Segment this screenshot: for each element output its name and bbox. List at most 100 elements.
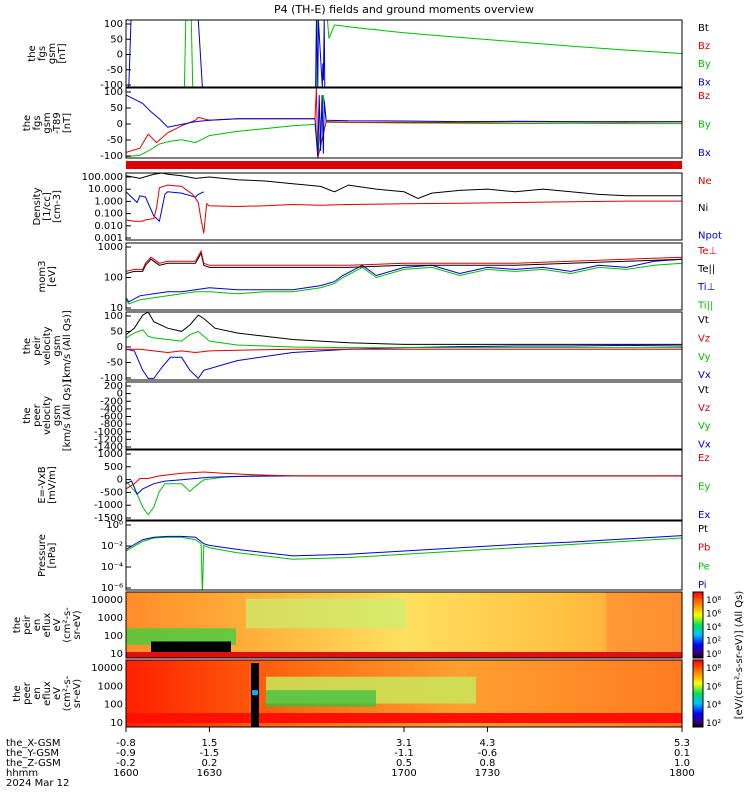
y-axis-label: gsm [52,335,63,356]
y-axis-label: Density [32,187,43,225]
y-axis-label: eflux [42,681,53,706]
tick-label: 10⁻² [101,541,123,552]
legend-npot: Npot [698,230,722,241]
tick-label: 50 [110,103,123,114]
legend-bt: Bt [698,23,709,34]
tick-label: 0 [117,389,123,400]
y-axis-label: -T89 [52,112,63,134]
panel-peer-velocity [125,381,683,450]
y-axis-label: velocity [42,326,53,365]
colorbar [692,659,704,728]
colorbar-tick: 10⁰ [706,650,721,660]
tick-label: 100 [104,631,123,642]
tick-label: 1000 [98,449,123,460]
panel-fgs-gsm [125,19,683,88]
tick-label: 50 [110,34,123,45]
tick-label: 1000 [98,242,123,253]
series-line-green [170,20,682,87]
tick-label: -50 [107,65,123,76]
tick-label: -400 [100,404,123,415]
y-axis-label: the [22,115,33,131]
legend-ne: Ne [698,176,712,187]
tick-label: 0 [117,475,123,486]
y-axis-label: [1/cc] [42,192,53,221]
series-line-green [126,536,682,590]
tick-label: -800 [100,419,123,430]
panel-peer-en-eflux [125,659,683,728]
tick-label: 0.100 [94,209,123,220]
tick-label: 1.000 [94,196,123,207]
y-axis-label: fgs [37,46,48,61]
legend-bz: Bz [698,91,710,102]
panel-frame [125,172,683,241]
series-line-blue [126,344,682,380]
legend-by: By [698,120,711,131]
colorbar [692,591,704,659]
panel-frame [125,87,683,159]
y-axis-label: eV [52,618,63,631]
quality-flag-bar [126,161,682,169]
series-line-green [126,329,682,349]
legend-ni: Ni [698,203,708,214]
tick-label: 100 [104,311,123,322]
chart-title: P4 (TH-E) fields and ground moments over… [274,3,534,16]
y-axis-label: fgs [32,115,43,130]
x-tick-label: 3.1 [396,738,412,749]
legend-pb: Pb [698,543,710,554]
legend-bz: Bz [698,41,710,52]
x-tick-label: 1600 [113,768,138,779]
panel-frame [125,591,683,659]
series-line-green [126,262,682,305]
tick-label: 200 [104,381,123,392]
tick-label: 100 [104,19,123,30]
x-tick-label: -0.2 [116,758,136,769]
series-line-blue [126,258,682,303]
tick-label: -1000 [94,500,123,511]
tick-label: -1000 [94,427,123,438]
tick-label: -100 [100,80,123,91]
y-axis-label: (cm²-s- [62,607,73,643]
x-tick-label: -0.9 [116,748,136,759]
x-tick-label: -1.5 [200,748,220,759]
tick-label: 500 [104,462,123,473]
x-tick-label: 4.3 [479,738,495,749]
tick-label: -600 [100,412,123,423]
series-line-blue [126,94,682,157]
panel-density [125,172,683,241]
series-line-black [126,173,682,200]
legend-vy: Vy [698,421,711,432]
tick-label: 10⁻⁴ [101,562,123,573]
x-tick-label: 1700 [391,768,416,779]
tick-label: 10.000 [88,184,123,195]
x-tick-label: 0.1 [674,748,690,759]
heatmap-peer-en-eflux [126,660,682,727]
tick-label: 100 [104,273,123,284]
y-axis-label: the [12,617,23,633]
tick-label: -200 [100,396,123,407]
series-line-red [126,471,682,490]
tick-label: 10000 [91,595,123,606]
y-axis-label: the [27,45,38,61]
tick-label: 0.001 [94,233,123,244]
series-line-black [126,312,682,345]
x-tick-label: 5.3 [674,738,690,749]
legend-vz: Vz [698,333,710,344]
x-tick-label: -1.1 [394,748,414,759]
y-axis-label: en [32,619,43,632]
y-axis-label: en [32,687,43,700]
legend-ez: Ez [698,453,710,464]
y-axis-label: Pressure [37,534,48,577]
tick-label: 10⁰ [106,520,123,531]
y-axis-label: the [12,685,23,701]
panel-peir-velocity [125,311,683,381]
legend-ti||: Ti|| [697,300,713,311]
tick-label: -1200 [94,434,123,445]
tick-label: 100 [104,700,123,711]
y-axis-label: sr-eV) [72,610,83,639]
tick-label: 50 [110,327,123,338]
tick-label: -100 [100,373,123,384]
y-axis-label: eflux [42,613,53,638]
series-line-green [126,94,682,158]
x-tick-label: 1.0 [674,758,690,769]
